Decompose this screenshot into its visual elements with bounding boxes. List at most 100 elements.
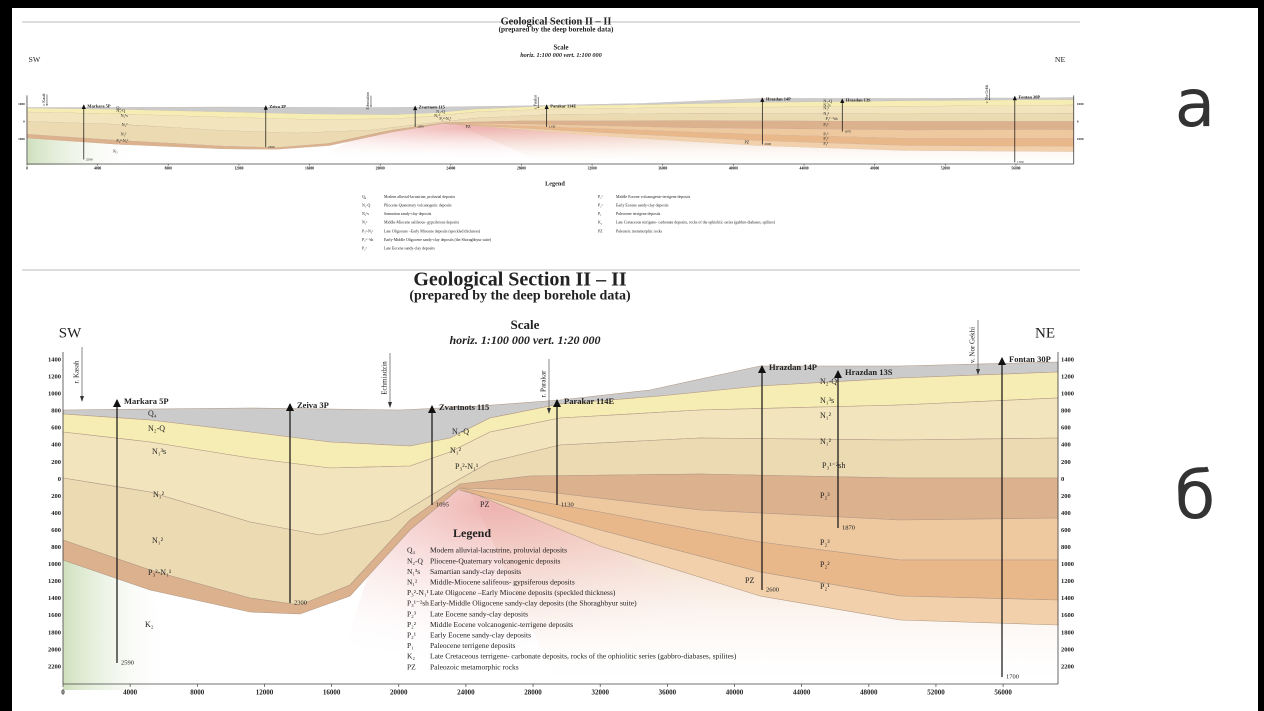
y-tick-label: 0	[1061, 476, 1064, 483]
legend-symbol: N₁²	[407, 578, 418, 587]
y-tick-label: 1000	[1077, 137, 1084, 141]
y-tick-label: 1000	[18, 102, 25, 106]
direction: SW	[28, 55, 40, 64]
well-depth: 1095	[436, 501, 449, 508]
y-tick-label: 1200	[1061, 578, 1074, 585]
well-depth: 1095	[417, 125, 424, 129]
legend-symbol: P₃²-N₁¹	[407, 588, 429, 597]
legend-text: Late Cretaceous terrigene- carbonate dep…	[430, 652, 737, 661]
legend-text: Early-Middle Oligocene sandy-clay deposi…	[430, 599, 637, 608]
x-tick-label: 48000	[870, 167, 879, 171]
y-tick-label: 1400	[1061, 356, 1074, 363]
formation-label: N₁²	[823, 106, 829, 111]
y-tick-label: 2200	[48, 663, 61, 670]
direction: NE	[1055, 55, 1066, 64]
subtitle: (prepared by the deep borehole data)	[499, 26, 614, 34]
legend-symbol: P₃¹⁻²sh	[362, 238, 373, 242]
y-tick-label: 2000	[1061, 646, 1074, 653]
y-tick-label: 1000	[1077, 102, 1084, 106]
x-tick-label: 24000	[446, 167, 455, 171]
x-tick-label: 28000	[524, 689, 542, 697]
y-tick-label: 1800	[48, 629, 61, 636]
formation-label: N₁³s	[152, 447, 166, 456]
well-name: Hrazdan 13S	[846, 97, 871, 102]
well-depth: 1130	[549, 125, 556, 129]
formation-label: N₁²	[152, 536, 164, 545]
y-tick-label: 1200	[1061, 374, 1074, 381]
legend-symbol: Q₄	[407, 546, 415, 555]
landmark-label: r. Kasah	[42, 93, 46, 105]
legend-text: Paleozoic metamorphic rocks	[430, 662, 519, 671]
scale-title: Scale	[554, 45, 569, 52]
formation-label: P₂³	[820, 491, 830, 500]
legend-text: Middle Eocene volcanogenic-terrigene dep…	[430, 620, 573, 629]
legend-symbol: PZ	[598, 229, 603, 233]
formation-label: Q₄	[148, 409, 157, 418]
panel-label: а	[1175, 65, 1215, 142]
legend-text: Pliocene-Quaternary volcanogenic deposit…	[430, 556, 560, 565]
legend-symbol: N₁³s	[362, 212, 369, 216]
x-tick-label: 16000	[323, 689, 341, 697]
formation-label: PZ	[745, 576, 754, 585]
formation-label: K₂	[113, 149, 118, 154]
legend-text: Late Eocene sandy-clay deposits	[430, 609, 528, 618]
well-name: Hrazdan 13S	[845, 367, 893, 377]
subtitle: (prepared by the deep borehole data)	[409, 289, 631, 304]
legend-symbol: K₂	[598, 221, 603, 225]
legend-symbol: N₂-Q	[362, 203, 370, 207]
legend-symbol: N₁³s	[407, 567, 420, 576]
well-name: Zeiva 3P	[269, 104, 286, 109]
landmark-label: r. Parakar	[533, 94, 537, 109]
legend-text: Early Eocene sandy-clay deposits	[430, 631, 531, 640]
y-tick-label: 1000	[1061, 391, 1074, 398]
y-tick-label: 1600	[48, 612, 61, 619]
formation-label: K₂	[145, 620, 154, 629]
x-tick-label: 52000	[941, 167, 950, 171]
formation-label: N₂-Q	[452, 427, 469, 436]
well-name: Fontan 30P	[1018, 95, 1040, 100]
well-depth: 2300	[268, 145, 275, 149]
well-name: Parakar 114E	[550, 103, 576, 108]
well-name: Markara 5P	[124, 396, 169, 406]
formation-label: P₂¹	[823, 141, 829, 146]
x-tick-label: 4000	[94, 167, 101, 171]
well-depth: 1700	[1006, 673, 1019, 680]
legend-symbol: P₃¹⁻²sh	[407, 599, 429, 608]
landmark-label: Echmiadzin	[366, 92, 370, 110]
legend-text: Middle Eocene volcanogenic-terrigene dep…	[616, 195, 691, 199]
formation-label: PZ	[480, 500, 489, 509]
legend-symbol: N₂-Q	[407, 556, 424, 565]
scale-title: Scale	[511, 317, 540, 332]
x-tick-label: 16000	[305, 167, 314, 171]
y-tick-label: 1000	[18, 137, 25, 141]
legend-symbol: Q₄	[362, 195, 367, 199]
scale: horiz. 1:100 000 vert. 1:20 000	[450, 333, 601, 347]
landmark-label: r. Parakar	[540, 370, 548, 397]
x-tick-label: 36000	[658, 167, 667, 171]
panel-label: б	[1175, 457, 1216, 534]
well-name: Hrazdan 14P	[766, 96, 791, 101]
y-tick-label: 600	[1061, 527, 1071, 534]
y-tick-label: 600	[51, 425, 61, 432]
slide: Geological Section II – II(prepared by t…	[0, 0, 1264, 711]
legend-symbol: PZ	[407, 662, 416, 671]
legend-text: Pliocene-Quaternary volcanogenic deposit…	[384, 203, 452, 207]
y-tick-label: 1200	[48, 374, 61, 381]
direction: NE	[1035, 325, 1055, 341]
y-tick-label: 1400	[48, 356, 61, 363]
well-depth: 1700	[1017, 160, 1024, 164]
well-depth: 1870	[844, 129, 851, 133]
legend-text: Middle-Miocene salifeous- gypsiferous de…	[384, 221, 460, 225]
x-tick-label: 0	[26, 167, 28, 171]
formation-label: P₂³	[823, 122, 829, 127]
well-depth: 1130	[561, 501, 574, 508]
landmark-label: Echmiadzin	[381, 361, 389, 395]
well-name: Zeiva 3P	[297, 400, 329, 410]
legend-text: Late Eocene sandy-clay deposits	[384, 246, 435, 250]
well-depth: 2600	[766, 586, 779, 593]
title: Geological Section II – II	[413, 269, 627, 291]
y-tick-label: 800	[51, 408, 61, 415]
x-tick-label: 52000	[927, 689, 945, 697]
well-depth: 2300	[294, 599, 307, 606]
formation-label: P₃²-N₁¹	[148, 568, 172, 577]
